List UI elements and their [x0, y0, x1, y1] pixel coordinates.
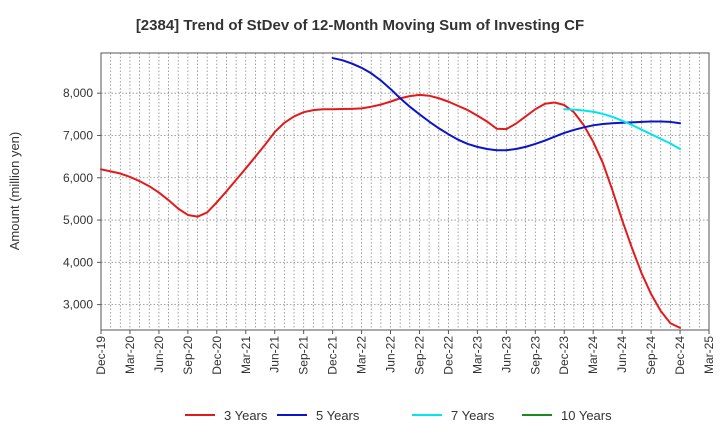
x-tick-label: Sep-22 [412, 336, 426, 375]
y-tick-label: 5,000 [63, 213, 93, 227]
y-tick-label: 3,000 [63, 298, 93, 312]
x-tick-label: Sep-23 [528, 336, 542, 375]
x-tick-label: Jun-20 [152, 336, 166, 373]
x-tick-label: Mar-21 [239, 336, 253, 374]
x-tick-label: Jun-22 [384, 336, 398, 373]
y-tick-label: 4,000 [63, 255, 93, 269]
series-line-7-years [563, 108, 682, 150]
plot-border [100, 52, 710, 331]
x-tick-label: Dec-21 [326, 336, 340, 375]
x-axis: Dec-19 Mar-20 Jun-20 Sep-20 Dec-20 Mar-21 Jun-… [94, 330, 716, 375]
legend-label-5-years: 5 Years [316, 408, 360, 423]
x-tick-label: Mar-24 [586, 336, 600, 374]
x-tick-label: Dec-23 [557, 336, 571, 375]
x-tick-label: Sep-24 [644, 336, 658, 375]
x-tick-label: Dec-24 [673, 336, 687, 375]
legend-label-10-years: 10 Years [561, 408, 612, 423]
y-tick-label: 7,000 [63, 128, 93, 142]
grid [100, 52, 710, 331]
x-tick-label: Jun-24 [615, 336, 629, 373]
series-line-5-years [331, 57, 682, 152]
x-tick-label: Sep-21 [297, 336, 311, 375]
legend: 3 Years 5 Years 7 Years 10 Years [185, 408, 612, 423]
x-tick-label: Dec-22 [441, 336, 455, 375]
legend-label-3-years: 3 Years [224, 408, 268, 423]
plot-background [101, 53, 709, 330]
legend-label-7-years: 7 Years [451, 408, 495, 423]
x-tick-label: Jun-23 [499, 336, 513, 373]
y-axis-label: Amount (million yen) [7, 132, 22, 251]
plot-area [101, 53, 709, 330]
chart-title: [2384] Trend of StDev of 12-Month Moving… [136, 17, 584, 34]
y-tick-label: 6,000 [63, 171, 93, 185]
y-tick-label: 8,000 [63, 86, 93, 100]
x-tick-label: Mar-20 [123, 336, 137, 374]
x-tick-label: Mar-22 [355, 336, 369, 374]
x-tick-label: Dec-20 [210, 336, 224, 375]
x-tick-label: Mar-25 [702, 336, 716, 374]
series-group [100, 57, 682, 329]
x-tick-label: Sep-20 [181, 336, 195, 375]
x-tick-label: Dec-19 [94, 336, 108, 375]
x-tick-label: Jun-21 [268, 336, 282, 373]
y-axis: 3,000 4,000 5,000 6,000 7,000 8,000 [63, 86, 101, 312]
series-line-3-years [100, 93, 682, 329]
x-tick-label: Mar-23 [470, 336, 484, 374]
